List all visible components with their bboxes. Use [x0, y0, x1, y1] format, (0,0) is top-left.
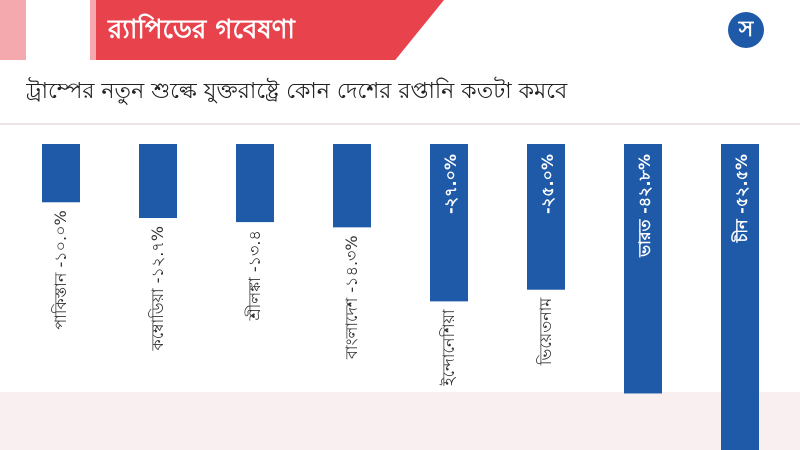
bar-data-label: শ্রীলঙ্কা -১৩.৪	[245, 230, 264, 321]
bar-data-label: কম্বোডিয়া -১২.৭%	[148, 226, 167, 351]
bar-data-label: -২৫.০%	[538, 154, 557, 214]
bar	[527, 144, 565, 290]
bar	[430, 144, 468, 302]
bar-data-label: বাংলাদেশ -১৪.৩%	[342, 235, 361, 360]
bar-data-label: ভারত -৪২.৮%	[635, 154, 654, 258]
header-accent-left	[0, 0, 26, 60]
bar	[236, 144, 274, 223]
chart-title: ট্রাম্পের নতুন শুল্কে যুক্তরাষ্ট্রে কোন …	[26, 79, 568, 104]
bar	[624, 144, 662, 394]
category-label: ভিয়েতনাম	[536, 297, 555, 367]
bar-data-label: -২৭.০%	[441, 154, 460, 214]
banner-accent	[90, 0, 96, 60]
header-banner	[96, 0, 444, 60]
category-label: ইন্দোনেশিয়া	[439, 309, 458, 387]
brand-logo: স	[728, 12, 764, 48]
banner-title: র‍্যাপিডের গবেষণা	[108, 15, 295, 45]
bar	[42, 144, 80, 203]
bar-data-label: পাকিস্তান -১০.০%	[51, 210, 70, 329]
bottom-band	[0, 392, 800, 450]
bar-data-label: চীন -৫২.৫%	[731, 154, 751, 243]
bar	[139, 144, 177, 219]
bar	[721, 144, 759, 450]
bar	[333, 144, 371, 228]
